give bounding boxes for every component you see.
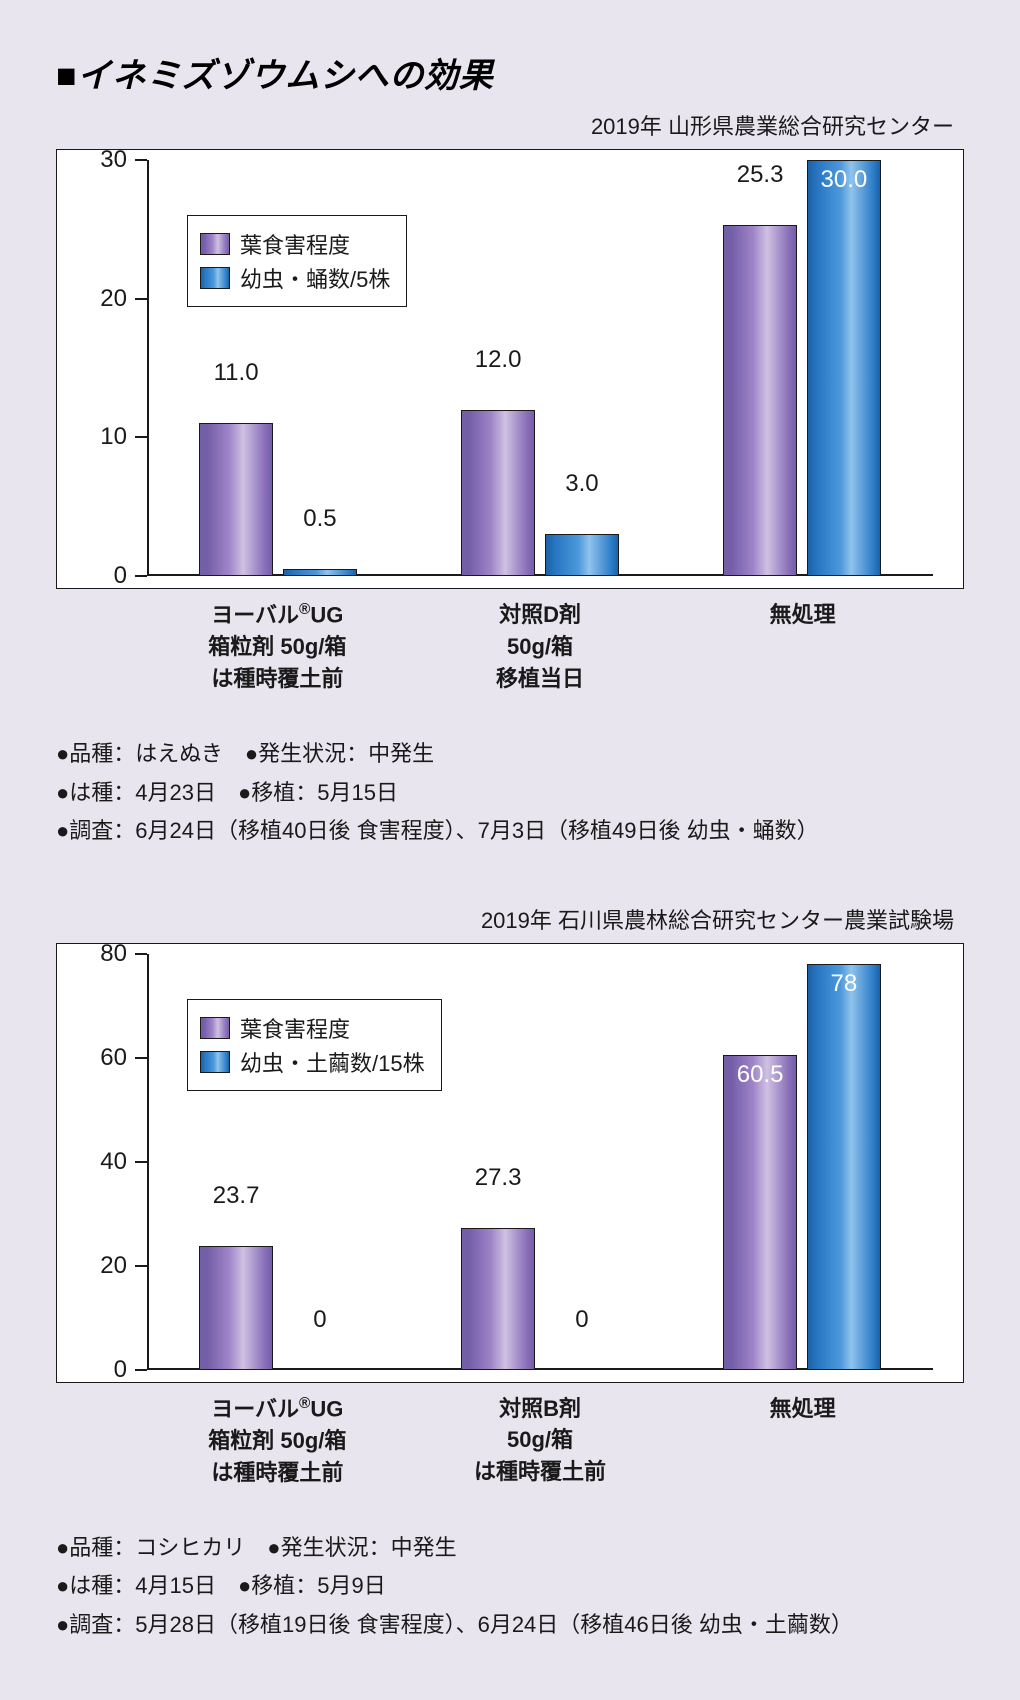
chart2-legend-label: 幼虫・土繭数/15株 [240, 1046, 425, 1078]
chart2-bar-label: 78 [831, 964, 858, 998]
chart2-note-line: ●は種：4月15日 ●移植：5月9日 [56, 1567, 964, 1606]
chart2-notes: ●品種：コシヒカリ ●発生状況：中発生●は種：4月15日 ●移植：5月9日●調査… [56, 1529, 964, 1645]
chart1-legend-item: 幼虫・蛹数/5株 [200, 262, 390, 294]
chart2-bar [199, 1246, 272, 1369]
chart1-panel: 0 10 20 30 11.0 12.0 25.3 0.5 3.0 30.0 葉食害程度幼虫・蛹数… [56, 149, 964, 589]
spacer [56, 851, 964, 897]
chart1-bar-label: 11.0 [214, 359, 259, 391]
chart2-legend-label: 葉食害程度 [240, 1012, 350, 1044]
chart2-category-label: 対照B剤50g/箱は種時覆土前 [409, 1383, 672, 1489]
chart1-legend-label: 葉食害程度 [240, 228, 350, 260]
chart1-bar [283, 569, 356, 576]
chart1-y-tick-label: 20 [100, 285, 147, 313]
chart1-bar [545, 534, 618, 576]
chart2-note-line: ●品種：コシヒカリ ●発生状況：中発生 [56, 1529, 964, 1568]
chart2-y-tick-label: 40 [100, 1148, 147, 1176]
chart1-y-tick-label: 30 [100, 146, 147, 174]
chart1-bar-label: 25.3 [737, 161, 784, 193]
chart1-legend-swatch [200, 233, 230, 255]
chart2-bar-label: 27.3 [475, 1164, 522, 1196]
chart2-y-tick-label: 60 [100, 1044, 147, 1072]
chart1-y-tick-label: 10 [100, 423, 147, 451]
chart2-bar [461, 1228, 534, 1370]
chart2-legend-swatch [200, 1017, 230, 1039]
chart1-note-line: ●は種：4月23日 ●移植：5月15日 [56, 774, 964, 813]
chart2-bar [283, 1368, 356, 1370]
chart2-bar [807, 964, 880, 1370]
chart1-legend-item: 葉食害程度 [200, 228, 390, 260]
chart2-y-axis [147, 954, 149, 1370]
chart1-bar-label: 0.5 [303, 505, 336, 537]
chart2-bar [723, 1055, 796, 1370]
chart1-bar [199, 423, 272, 576]
chart2-bar-label: 0 [313, 1306, 326, 1338]
chart2-y-tick-label: 80 [100, 940, 147, 968]
chart2-category-label: 無処理 [671, 1383, 934, 1489]
chart1-legend: 葉食害程度幼虫・蛹数/5株 [187, 215, 407, 307]
chart2-y-tick-label: 20 [100, 1252, 147, 1280]
chart1-legend-label: 幼虫・蛹数/5株 [240, 262, 390, 294]
page-title: ■イネミズゾウムシへの効果 [56, 48, 964, 97]
chart2-subtitle: 2019年 石川県農林総合研究センター農業試験場 [56, 903, 954, 935]
chart1-bar-label: 12.0 [475, 346, 522, 378]
chart2-legend-item: 葉食害程度 [200, 1012, 425, 1044]
chart1-bar-label: 30.0 [821, 160, 868, 194]
chart2-bar-label: 23.7 [213, 1182, 260, 1214]
chart1-y-tick-label: 0 [114, 562, 147, 590]
chart2-bar-label: 0 [575, 1306, 588, 1338]
chart1-category-label: 無処理 [671, 589, 934, 695]
chart2-panel: 0 20 40 60 80 23.7 27.3 60.5 0 0 78 葉食害程度幼虫・土繭数/15… [56, 943, 964, 1383]
chart1-note-line: ●調査：6月24日（移植40日後 食害程度）、7月3日（移植49日後 幼虫・蛹数… [56, 812, 964, 851]
chart1-category-label: ヨーバル®UG箱粒剤 50g/箱は種時覆土前 [146, 589, 409, 695]
chart1-categories: ヨーバル®UG箱粒剤 50g/箱は種時覆土前対照D剤50g/箱移植当日無処理 [146, 589, 934, 695]
chart2-legend-item: 幼虫・土繭数/15株 [200, 1046, 425, 1078]
chart1-y-axis [147, 160, 149, 576]
chart2-category-label: ヨーバル®UG箱粒剤 50g/箱は種時覆土前 [146, 1383, 409, 1489]
chart2-note-line: ●調査：5月28日（移植19日後 食害程度）、6月24日（移植46日後 幼虫・土… [56, 1606, 964, 1645]
chart1-bar-label: 3.0 [565, 470, 598, 502]
chart2-legend: 葉食害程度幼虫・土繭数/15株 [187, 999, 442, 1091]
chart2-bar [545, 1368, 618, 1370]
chart1-bar [807, 160, 880, 576]
chart1-notes: ●品種：はえぬき ●発生状況：中発生●は種：4月23日 ●移植：5月15日●調査… [56, 735, 964, 851]
chart1-legend-swatch [200, 267, 230, 289]
chart2-legend-swatch [200, 1051, 230, 1073]
chart1-subtitle: 2019年 山形県農業総合研究センター [56, 109, 954, 141]
chart1-note-line: ●品種：はえぬき ●発生状況：中発生 [56, 735, 964, 774]
chart1-bar [461, 410, 534, 576]
chart1-bar [723, 225, 796, 576]
page: ■イネミズゾウムシへの効果 2019年 山形県農業総合研究センター 0 10 20 3… [0, 0, 1020, 1700]
chart2-categories: ヨーバル®UG箱粒剤 50g/箱は種時覆土前対照B剤50g/箱は種時覆土前無処理 [146, 1383, 934, 1489]
chart2-y-tick-label: 0 [114, 1356, 147, 1384]
chart2-bar-label: 60.5 [737, 1055, 784, 1089]
chart1-category-label: 対照D剤50g/箱移植当日 [409, 589, 672, 695]
